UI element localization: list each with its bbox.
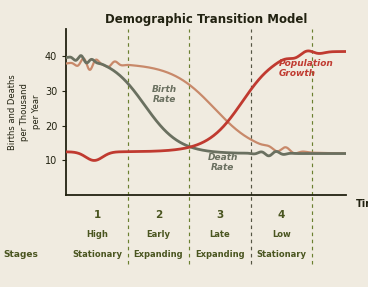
Text: Stationary: Stationary xyxy=(72,250,122,259)
Text: Death
Rate: Death Rate xyxy=(208,152,238,172)
Text: Stages: Stages xyxy=(4,250,39,259)
Text: Expanding: Expanding xyxy=(195,250,245,259)
Text: 2: 2 xyxy=(155,210,162,220)
Text: Low: Low xyxy=(272,230,291,238)
Text: 3: 3 xyxy=(216,210,224,220)
Text: Time: Time xyxy=(356,199,368,209)
Text: Late: Late xyxy=(210,230,230,238)
Y-axis label: Births and Deaths
per Thousand
per Year: Births and Deaths per Thousand per Year xyxy=(8,74,41,150)
Text: Birth
Rate: Birth Rate xyxy=(152,85,177,104)
Text: Expanding: Expanding xyxy=(134,250,183,259)
Title: Demographic Transition Model: Demographic Transition Model xyxy=(105,13,307,26)
Text: 4: 4 xyxy=(278,210,285,220)
Text: 1: 1 xyxy=(93,210,100,220)
Text: Stationary: Stationary xyxy=(256,250,307,259)
Text: Early: Early xyxy=(146,230,170,238)
Text: Population
Growth: Population Growth xyxy=(279,59,333,78)
Text: High: High xyxy=(86,230,108,238)
